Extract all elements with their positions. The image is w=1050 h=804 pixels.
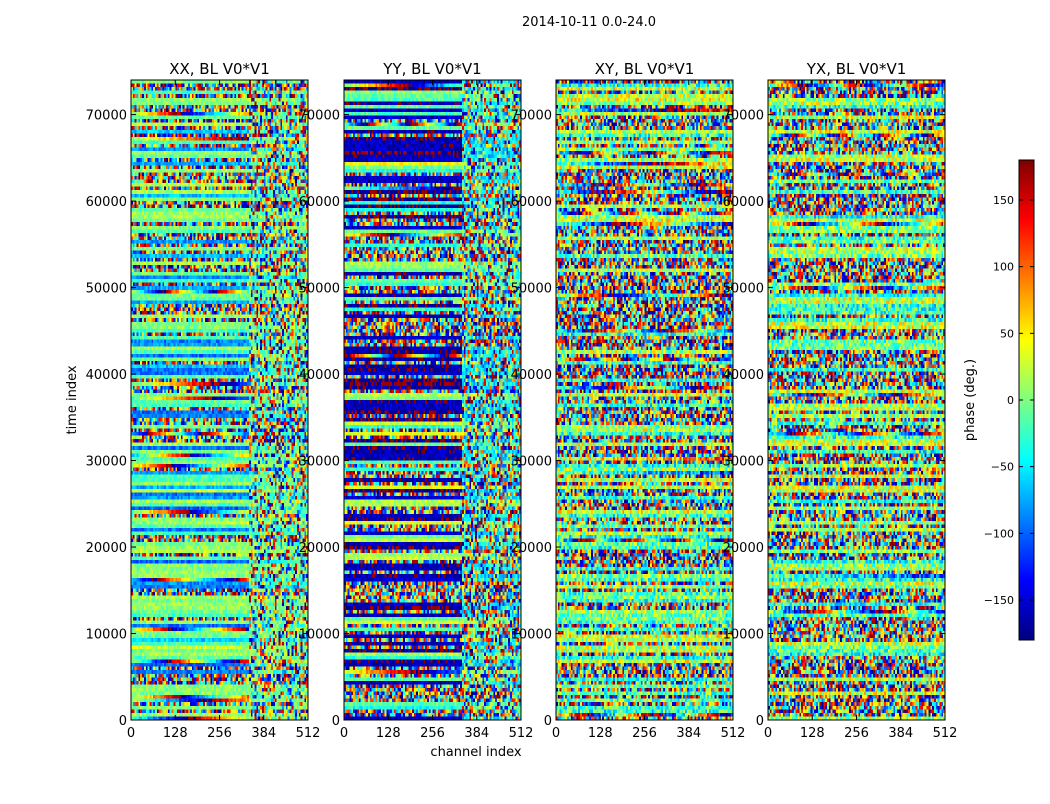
panel-xx: XX, BL V0*V1 0 128 256 384 512 0 10000 20000 3000… xyxy=(86,60,321,741)
x-tick-label: 512 xyxy=(509,726,534,741)
x-tick-label: 128 xyxy=(800,726,825,741)
colorbar-tick-label: 0 xyxy=(1007,394,1014,407)
y-tick-label: 60000 xyxy=(86,195,127,210)
y-tick-label: 50000 xyxy=(511,282,552,297)
panel-yy: YY, BL V0*V1 0 128 256 384 512 0 10000 20000 3000… xyxy=(299,60,534,741)
y-tick-label: 0 xyxy=(119,714,127,729)
x-tick-label: 256 xyxy=(420,726,445,741)
colorbar-tick-label: −150 xyxy=(984,594,1014,607)
y-tick-label: 20000 xyxy=(511,541,552,556)
y-tick-label: 60000 xyxy=(511,195,552,210)
y-tick-label: 10000 xyxy=(511,628,552,643)
x-tick-label: 0 xyxy=(340,726,348,741)
x-tick-label: 384 xyxy=(888,726,913,741)
y-tick-label: 40000 xyxy=(511,368,552,383)
colorbar-tick-label: −100 xyxy=(984,527,1014,540)
y-tick-label: 50000 xyxy=(723,282,764,297)
colorbar-tick-label: 50 xyxy=(1000,327,1014,340)
y-tick-label: 0 xyxy=(544,714,552,729)
colorbar-tick-label: 100 xyxy=(993,261,1014,274)
panel-title: YX, BL V0*V1 xyxy=(806,60,907,78)
y-tick-label: 0 xyxy=(332,714,340,729)
x-tick-label: 0 xyxy=(127,726,135,741)
phase-heatmap-xy xyxy=(556,80,733,720)
x-tick-label: 0 xyxy=(764,726,772,741)
y-tick-label: 70000 xyxy=(723,109,764,124)
colorbar-tick-label: −50 xyxy=(991,461,1014,474)
x-axis-label: channel index xyxy=(430,745,521,760)
x-tick-label: 512 xyxy=(933,726,958,741)
y-tick-label: 10000 xyxy=(723,628,764,643)
y-tick-label: 30000 xyxy=(511,455,552,470)
y-tick-label: 70000 xyxy=(299,109,340,124)
y-tick-label: 0 xyxy=(756,714,764,729)
x-tick-label: 128 xyxy=(376,726,401,741)
y-tick-label: 10000 xyxy=(86,628,127,643)
x-tick-label: 384 xyxy=(676,726,701,741)
y-tick-label: 10000 xyxy=(299,628,340,643)
panel-xy: XY, BL V0*V1 0 128 256 384 512 0 10000 20000 3000… xyxy=(511,60,746,741)
y-tick-label: 30000 xyxy=(723,455,764,470)
x-tick-label: 256 xyxy=(632,726,657,741)
x-tick-label: 384 xyxy=(251,726,276,741)
x-tick-label: 512 xyxy=(721,726,746,741)
phase-heatmap-yx xyxy=(768,80,945,720)
x-tick-label: 128 xyxy=(163,726,188,741)
panel-yx: YX, BL V0*V1 0 128 256 384 512 0 10000 20000 3000… xyxy=(723,60,958,741)
phase-heatmap-yy xyxy=(344,80,521,720)
y-tick-label: 20000 xyxy=(299,541,340,556)
y-tick-label: 30000 xyxy=(86,455,127,470)
x-tick-label: 384 xyxy=(464,726,489,741)
colorbar: −150 −100 −50 0 50 100 150 xyxy=(984,159,1035,641)
colorbar-tick-label: 150 xyxy=(993,194,1014,207)
suptitle: 2014-10-11 0.0-24.0 xyxy=(522,15,656,30)
y-tick-label: 70000 xyxy=(86,109,127,124)
y-tick-label: 40000 xyxy=(723,368,764,383)
y-axis-label: time index xyxy=(65,365,80,434)
x-tick-label: 256 xyxy=(844,726,869,741)
x-tick-label: 256 xyxy=(207,726,232,741)
panel-title: XX, BL V0*V1 xyxy=(169,60,270,78)
y-tick-label: 60000 xyxy=(299,195,340,210)
y-tick-label: 20000 xyxy=(723,541,764,556)
y-tick-label: 50000 xyxy=(86,282,127,297)
y-tick-label: 30000 xyxy=(299,455,340,470)
x-tick-label: 128 xyxy=(588,726,613,741)
y-tick-label: 70000 xyxy=(511,109,552,124)
colorbar-label: phase (deg.) xyxy=(963,359,978,441)
y-tick-label: 40000 xyxy=(86,368,127,383)
y-tick-label: 60000 xyxy=(723,195,764,210)
panel-title: XY, BL V0*V1 xyxy=(595,60,695,78)
x-tick-label: 0 xyxy=(552,726,560,741)
y-tick-label: 40000 xyxy=(299,368,340,383)
y-tick-label: 20000 xyxy=(86,541,127,556)
phase-heatmap-xx xyxy=(131,80,308,720)
y-tick-label: 50000 xyxy=(299,282,340,297)
panels-group: XX, BL V0*V1 0 128 256 384 512 0 10000 20000 3000… xyxy=(86,60,958,741)
panel-title: YY, BL V0*V1 xyxy=(382,60,481,78)
x-tick-label: 512 xyxy=(296,726,321,741)
